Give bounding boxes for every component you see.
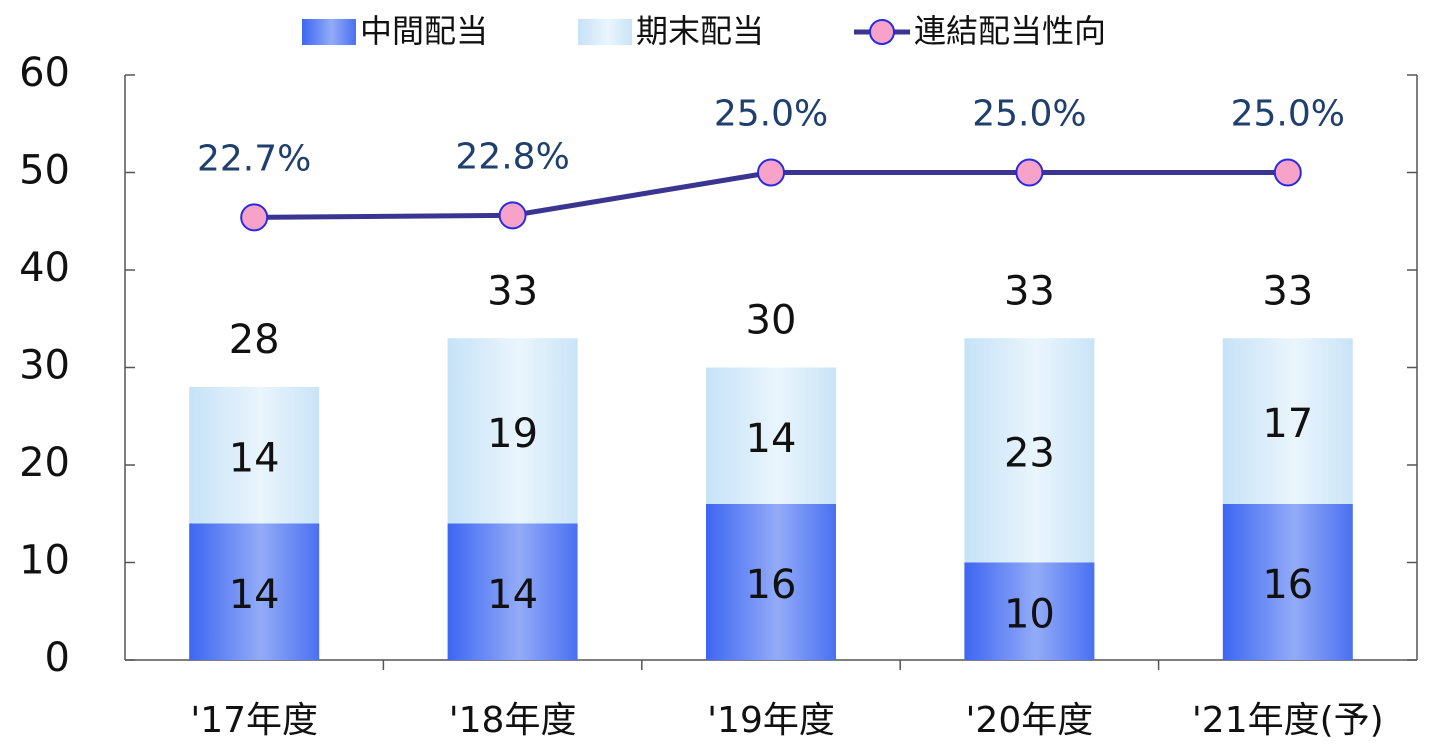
line-marker	[1015, 158, 1044, 187]
legend-swatch	[302, 19, 356, 45]
bar-segment	[447, 338, 578, 524]
line-marker	[240, 203, 269, 232]
x-tick-label: '19年度	[707, 700, 835, 741]
bar-value-label: 14	[487, 572, 538, 618]
line-value-label: 22.8%	[455, 136, 569, 177]
y-tick-label: 20	[19, 440, 70, 486]
bar-segment	[964, 562, 1095, 660]
x-tick-label: '17年度	[190, 700, 318, 741]
y-tick-label: 40	[19, 245, 70, 291]
bar-segment	[189, 387, 320, 524]
line-value-label: 25.0%	[714, 94, 828, 135]
y-tick-label: 0	[45, 635, 70, 681]
bar-segment	[964, 338, 1095, 563]
bar-segment	[706, 504, 836, 660]
line-value-label: 25.0%	[972, 94, 1086, 135]
legend-swatch	[578, 19, 632, 45]
bar-value-label: 14	[746, 416, 797, 462]
y-tick-label: 10	[19, 538, 70, 584]
x-tick-label: '20年度	[966, 700, 1094, 741]
total-label: 33	[487, 268, 538, 314]
legend-label: 期末配当	[636, 12, 764, 50]
bar-segment	[447, 523, 578, 660]
line-value-label: 22.7%	[197, 138, 311, 179]
line-marker	[498, 201, 527, 230]
x-tick-label: '18年度	[449, 700, 577, 741]
total-label: 33	[1262, 268, 1313, 314]
legend-label: 連結配当性向	[914, 12, 1106, 50]
bar-value-label: 10	[1004, 591, 1055, 637]
bar-value-label: 14	[229, 572, 280, 618]
legend-marker	[869, 19, 895, 45]
bar-value-label: 14	[229, 435, 280, 481]
bar-segment	[189, 523, 320, 660]
bar-value-label: 23	[1004, 430, 1055, 476]
line-marker	[757, 158, 785, 187]
line-value-label: 25.0%	[1231, 94, 1345, 135]
line-marker	[1273, 158, 1302, 187]
total-label: 33	[1004, 268, 1055, 314]
bar-segment	[1222, 504, 1353, 660]
bar-value-label: 16	[1262, 562, 1313, 608]
bar-segment	[1222, 338, 1353, 504]
y-tick-label: 30	[19, 343, 70, 389]
bar-value-label: 16	[746, 562, 797, 608]
y-tick-label: 50	[19, 148, 70, 194]
legend-label: 中間配当	[360, 12, 488, 50]
x-tick-label: '21年度(予)	[1192, 700, 1384, 741]
y-tick-label: 60	[19, 50, 70, 96]
total-label: 30	[746, 298, 797, 344]
bar-segment	[706, 367, 836, 504]
bar-value-label: 19	[487, 411, 538, 457]
total-label: 28	[229, 317, 280, 363]
bar-value-label: 17	[1262, 401, 1313, 447]
